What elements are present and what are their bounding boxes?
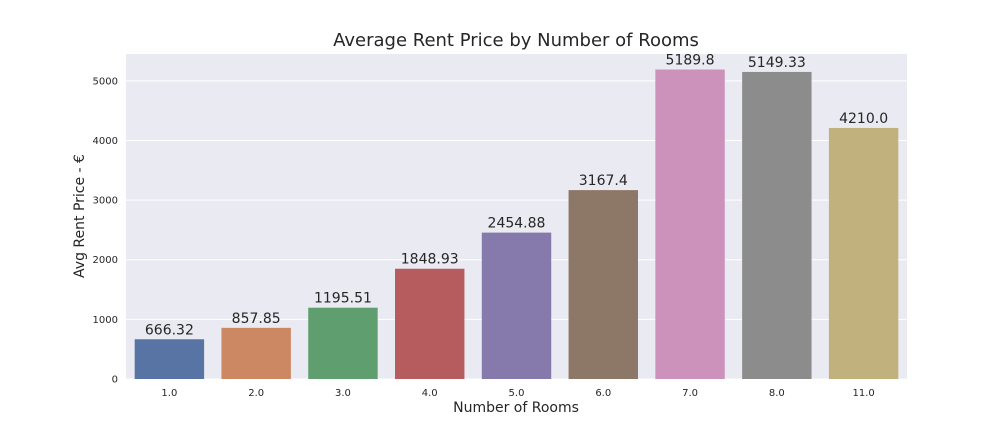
x-tick-label: 3.0 xyxy=(335,388,351,399)
x-tick-label: 5.0 xyxy=(509,388,525,399)
x-tick-label: 1.0 xyxy=(161,388,177,399)
data-label: 5149.33 xyxy=(748,55,806,71)
bar xyxy=(308,307,378,379)
bar xyxy=(134,339,205,379)
bar xyxy=(481,232,552,379)
y-tick-label: 1000 xyxy=(93,315,118,326)
bar xyxy=(395,268,465,379)
data-label: 2454.88 xyxy=(488,216,546,232)
bar xyxy=(655,69,725,379)
data-label: 5189.8 xyxy=(666,53,715,69)
x-tick-label: 7.0 xyxy=(682,388,698,399)
data-label: 1195.51 xyxy=(314,291,372,307)
y-axis-label: Avg Rent Price - € xyxy=(72,154,88,278)
y-tick-label: 0 xyxy=(112,375,118,386)
data-label: 857.85 xyxy=(232,311,281,327)
y-tick-label: 4000 xyxy=(93,136,118,147)
x-tick-label: 4.0 xyxy=(422,388,438,399)
data-labels: 666.32 857.85 1195.51 1848.93 2454.88 3167.4 5… xyxy=(145,53,888,339)
bar xyxy=(828,127,899,380)
data-label: 3167.4 xyxy=(579,173,628,189)
data-label: 4210.0 xyxy=(839,111,888,127)
data-label: 1848.93 xyxy=(401,252,459,268)
x-tick-label: 8.0 xyxy=(769,388,785,399)
y-tick-label: 3000 xyxy=(93,196,118,207)
bar xyxy=(221,327,291,379)
bars xyxy=(134,69,899,380)
data-label: 666.32 xyxy=(145,322,194,338)
x-tick-label: 2.0 xyxy=(248,388,264,399)
x-tick-label: 11.0 xyxy=(852,388,874,399)
y-tick-labels: 0 1000 2000 3000 4000 5000 xyxy=(93,76,118,385)
y-tick-label: 5000 xyxy=(93,76,118,87)
x-axis-label: Number of Rooms xyxy=(453,400,579,416)
x-tick-label: 6.0 xyxy=(595,388,611,399)
y-tick-label: 2000 xyxy=(93,255,118,266)
bar xyxy=(742,71,812,379)
chart-title: Average Rent Price by Number of Rooms xyxy=(333,30,699,51)
x-tick-labels: 1.0 2.0 3.0 4.0 5.0 6.0 7.0 8.0 11.0 xyxy=(161,388,874,399)
bar xyxy=(568,190,638,379)
